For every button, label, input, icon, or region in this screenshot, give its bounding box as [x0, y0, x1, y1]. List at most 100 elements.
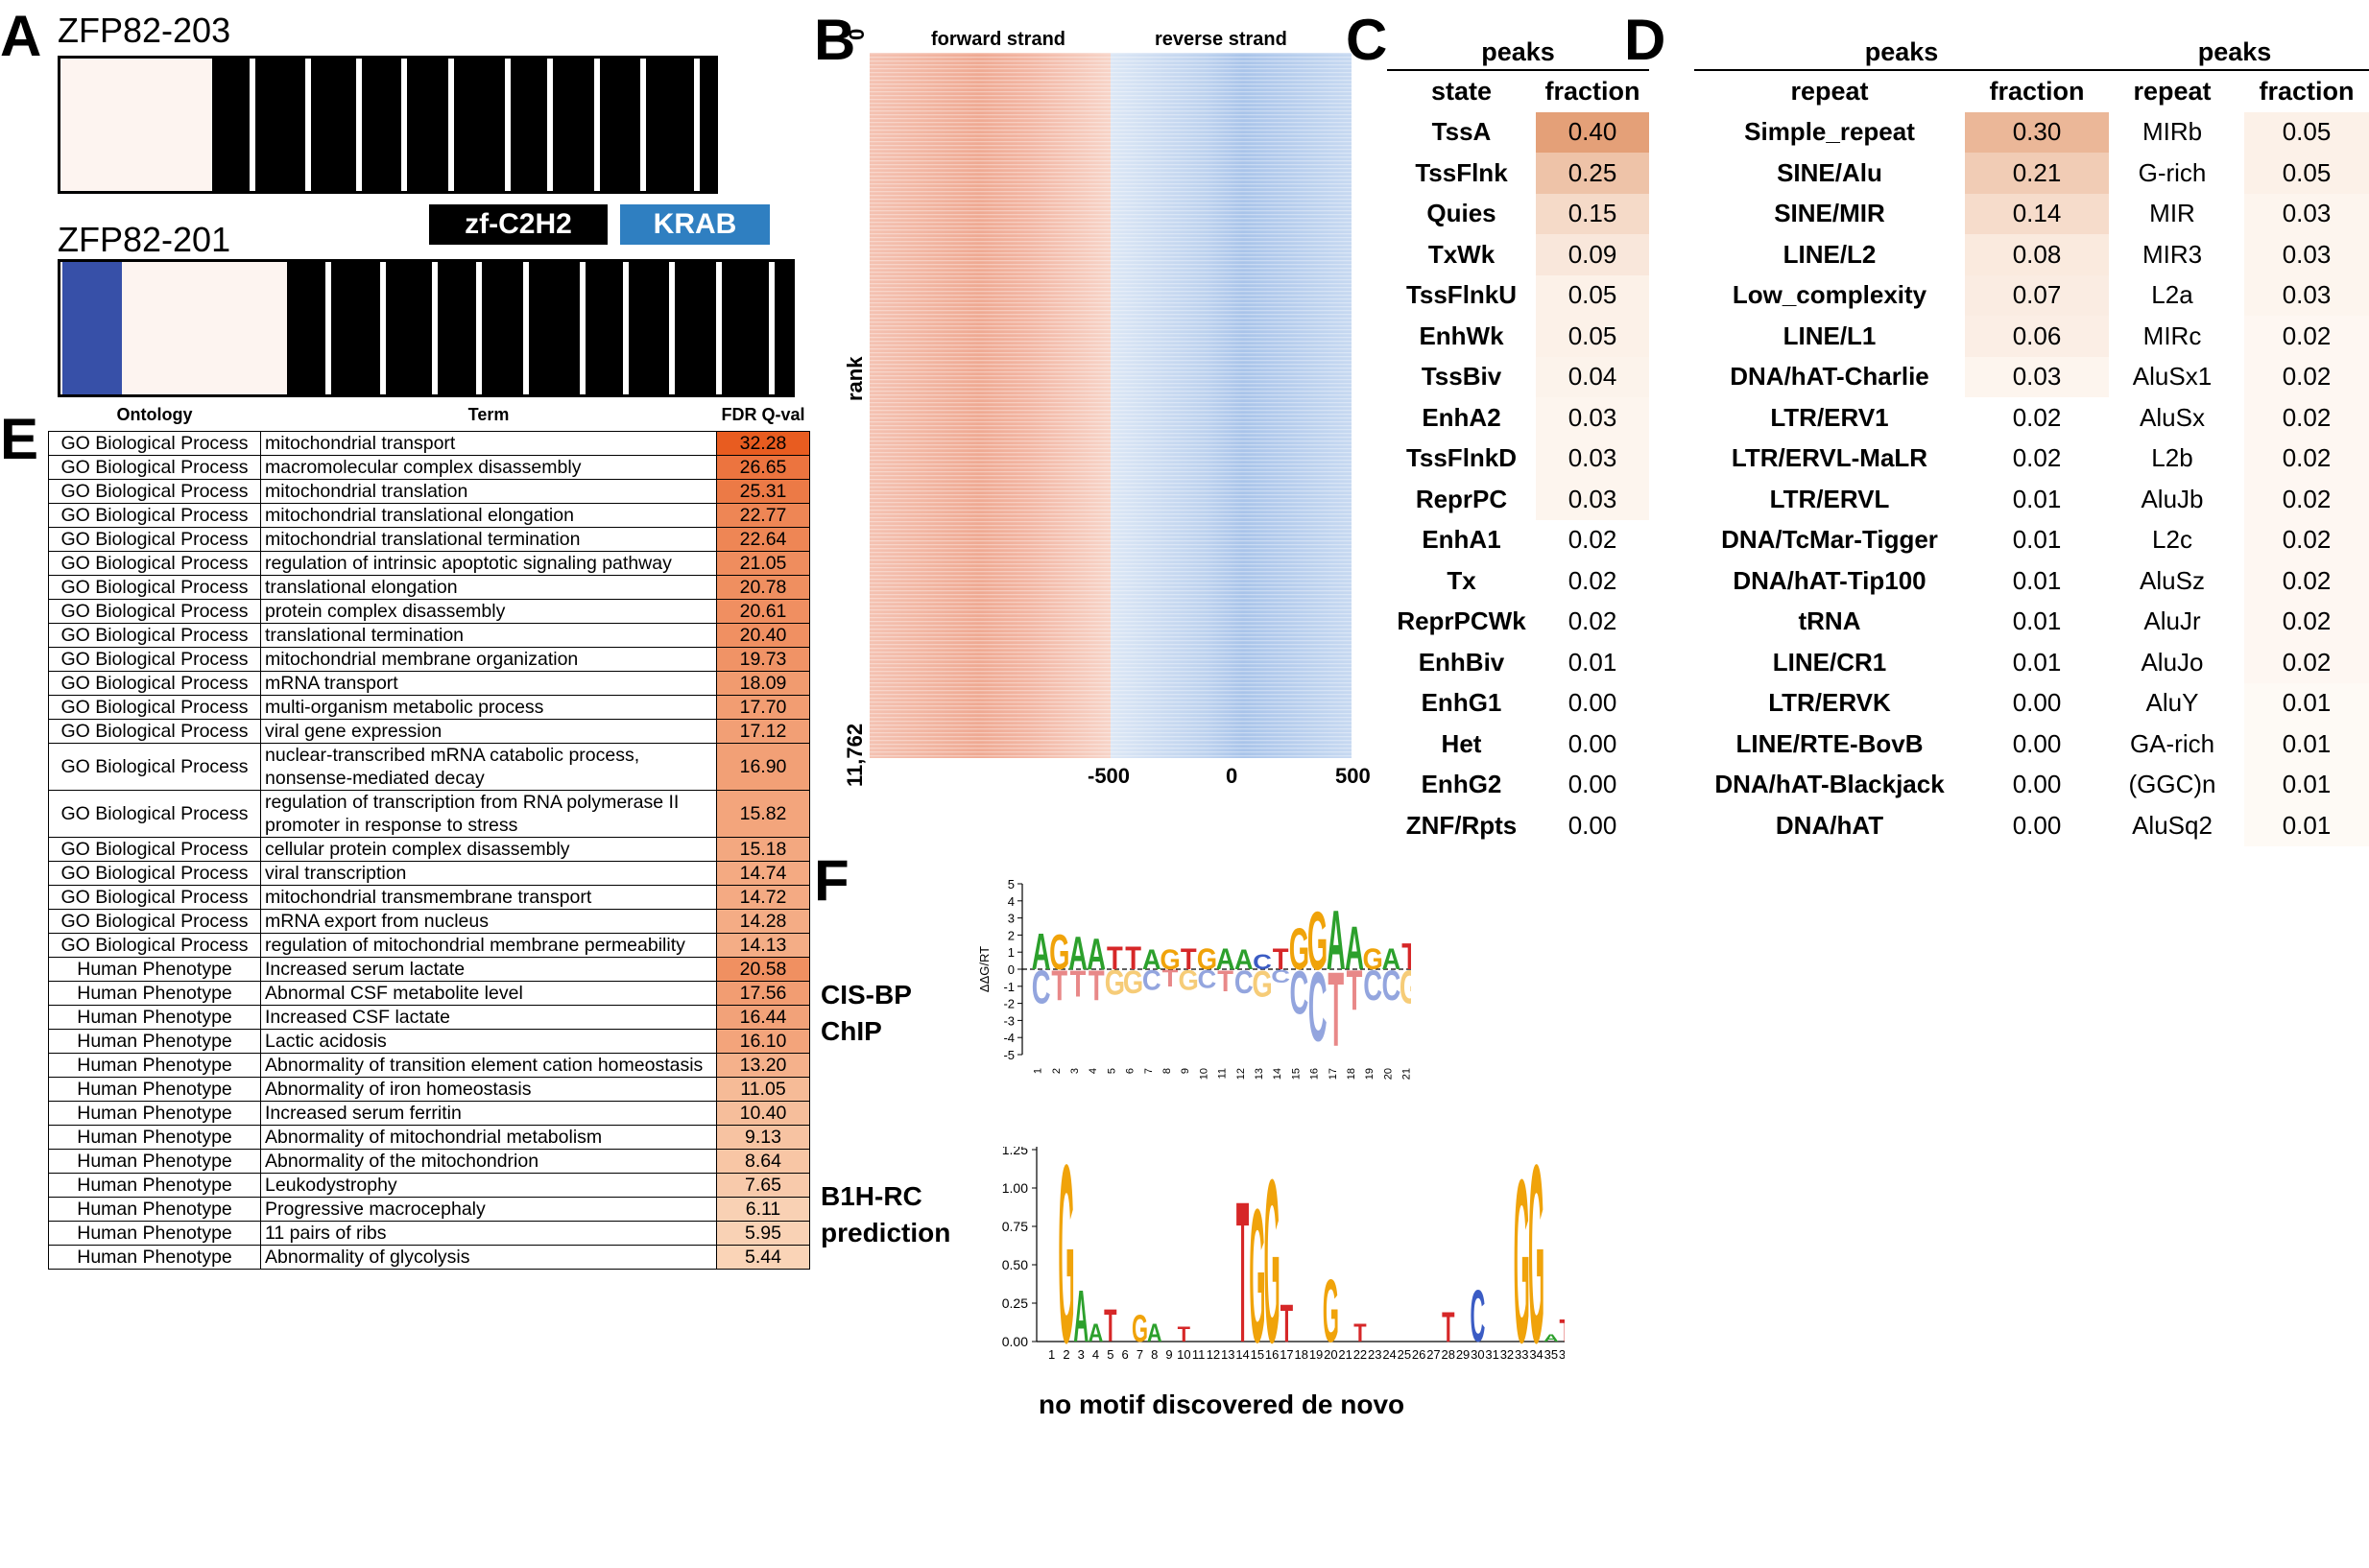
ontology-cell: Human Phenotype	[48, 1077, 261, 1102]
row-fraction: 0.01	[2244, 682, 2369, 724]
logo2-position-label: 26	[1412, 1347, 1425, 1362]
row-label: TssBiv	[1421, 362, 1502, 392]
zinc-finger-repeat	[547, 59, 553, 191]
logo1-position-label: 16	[1309, 1068, 1321, 1080]
logo1-position-label: 19	[1364, 1068, 1376, 1080]
logo1-top-letter: T	[1107, 939, 1123, 977]
heatmap-reverse-label: reverse strand	[1155, 29, 1287, 50]
ontology-row: Human Phenotype Abnormality of mitochondr…	[48, 1125, 810, 1150]
ontology-row: GO Biological Process mitochondrial trans…	[48, 479, 810, 504]
fdr-cell: 20.61	[716, 599, 810, 624]
ontology-row: Human Phenotype Abnormality of iron homeo…	[48, 1077, 810, 1102]
zinc-finger-repeat	[669, 262, 675, 394]
table-row: LTR/ERV1 0.02	[1694, 397, 2109, 439]
table-title: peaks	[1694, 35, 2109, 71]
row-label: tRNA	[1798, 606, 1861, 636]
row-fraction: 0.03	[1965, 356, 2109, 397]
logo1-position-label: 20	[1382, 1068, 1394, 1080]
fdr-cell: 7.65	[716, 1173, 810, 1198]
table-row: LTR/ERVK 0.00	[1694, 683, 2109, 725]
table-row: TxWk 0.09	[1387, 234, 1649, 275]
logo2-y-tick-label: 0.50	[1002, 1257, 1028, 1272]
table-row: DNA/hAT 0.00	[1694, 805, 2109, 846]
row-fraction: 0.03	[1536, 438, 1649, 479]
table-row: Tx 0.02	[1387, 560, 1649, 602]
row-label: EnhA1	[1422, 525, 1501, 555]
row-label: Simple_repeat	[1744, 117, 1915, 147]
logo1-bottom-letter: T	[1162, 964, 1179, 991]
row-fraction: 0.00	[2012, 688, 2062, 718]
logo2-position-label: 21	[1338, 1347, 1352, 1362]
table-row: SINE/MIR 0.14	[1694, 193, 2109, 234]
logo1-bottom-letter: C	[1032, 962, 1051, 1013]
row-fraction: 0.00	[1567, 810, 1617, 840]
logo1-bottom-letter: C	[1271, 966, 1290, 987]
ontology-row: GO Biological Process mitochondrial trans…	[48, 503, 810, 528]
logo2-letter: G	[1528, 1147, 1544, 1363]
ontology-row: Human Phenotype Abnormal CSF metabolite l…	[48, 981, 810, 1006]
term-cell: Leukodystrophy	[260, 1173, 717, 1198]
row-fraction: 0.08	[1965, 234, 2109, 275]
table-row: LINE/L1 0.06	[1694, 316, 2109, 357]
ontology-cell: Human Phenotype	[48, 1101, 261, 1126]
table-row: MIRb 0.05	[2100, 111, 2369, 153]
protein-diagram-201	[58, 259, 795, 397]
logo1-position-label: 4	[1088, 1068, 1099, 1074]
ontology-cell: GO Biological Process	[48, 551, 261, 576]
logo1-position-label: 3	[1069, 1068, 1081, 1074]
table-row: ReprPCWk 0.02	[1387, 602, 1649, 643]
logo2-position-label: 32	[1500, 1347, 1514, 1362]
row-fraction: 0.02	[2244, 479, 2369, 520]
logo2-letter: G	[1323, 1262, 1339, 1361]
row-fraction: 0.01	[2012, 565, 2062, 595]
row-label: L2a	[2151, 280, 2193, 310]
row-label: MIR3	[2142, 239, 2203, 269]
ontology-row: Human Phenotype Abnormality of the mitoch…	[48, 1149, 810, 1174]
row-fraction: 0.02	[2244, 642, 2369, 683]
row-fraction: 0.05	[1536, 274, 1649, 316]
row-fraction: 0.00	[2012, 728, 2062, 758]
logo1-y-tick-label: 1	[1008, 945, 1015, 960]
motif-label-cisbp: CIS-BP ChIP	[821, 977, 912, 1050]
ontology-cell: GO Biological Process	[48, 861, 261, 886]
table-row: DNA/hAT-Blackjack 0.00	[1694, 765, 2109, 806]
ontology-cell: GO Biological Process	[48, 623, 261, 648]
row-label: EnhA2	[1422, 402, 1501, 432]
row-fraction: 0.21	[1965, 153, 2109, 194]
row-fraction: 0.02	[1567, 565, 1617, 595]
panel-b-label: B	[814, 8, 856, 72]
row-fraction: 0.06	[1965, 316, 2109, 357]
term-cell: Abnormality of mitochondrial metabolism	[260, 1125, 717, 1150]
table-title: peaks	[1387, 35, 1649, 71]
row-label: EnhBiv	[1418, 647, 1505, 677]
term-header: Term	[467, 405, 510, 424]
row-fraction: 0.03	[2244, 193, 2369, 234]
logo2-position-label: 13	[1221, 1347, 1234, 1362]
zinc-finger-repeat	[356, 59, 362, 191]
logo1-top-letter: A	[1327, 892, 1346, 987]
logo1-bottom-letter: T	[1347, 959, 1363, 1023]
zinc-finger-domain-block	[287, 262, 792, 394]
ontology-row: Human Phenotype Leukodystrophy 7.65	[48, 1173, 810, 1198]
row-fraction: 0.02	[2244, 519, 2369, 560]
logo2-letter: T	[1442, 1304, 1454, 1351]
row-label: LINE/L1	[1783, 321, 1877, 350]
ontology-row: GO Biological Process viral transcription…	[48, 861, 810, 886]
logo2-position-label: 30	[1471, 1347, 1484, 1362]
row-label: LINE/CR1	[1772, 647, 1887, 677]
fdr-cell: 14.74	[716, 861, 810, 886]
logo1-bottom-letter: C	[1289, 960, 1308, 1027]
row-fraction: 0.00	[1567, 688, 1617, 718]
term-cell: mitochondrial translational elongation	[260, 503, 717, 528]
logo1-top-letter: G	[1160, 944, 1180, 976]
logo1-position-label: 15	[1290, 1068, 1302, 1080]
row-label: LINE/RTE-BovB	[1735, 728, 1924, 758]
ontology-row: Human Phenotype Increased serum ferritin 1…	[48, 1101, 810, 1126]
ontology-cell: GO Biological Process	[48, 479, 261, 504]
logo2-position-label: 10	[1177, 1347, 1190, 1362]
logo2-position-label: 27	[1426, 1347, 1440, 1362]
fdr-header: FDR Q-val	[721, 405, 805, 424]
logo2-position-label: 22	[1353, 1347, 1367, 1362]
logo1-y-tick-label: 0	[1008, 962, 1015, 977]
logo1-bottom-letter: C	[1197, 964, 1216, 994]
